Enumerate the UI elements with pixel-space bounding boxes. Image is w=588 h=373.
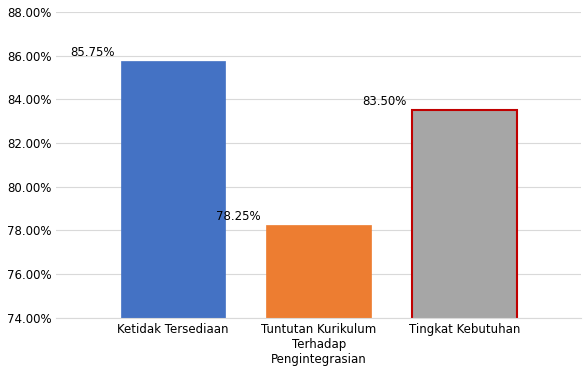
Text: 83.50%: 83.50% bbox=[362, 95, 406, 109]
Bar bbox=[266, 225, 371, 373]
Bar bbox=[412, 110, 517, 373]
Bar bbox=[121, 61, 225, 373]
Text: 85.75%: 85.75% bbox=[70, 46, 115, 59]
Text: 78.25%: 78.25% bbox=[216, 210, 260, 223]
